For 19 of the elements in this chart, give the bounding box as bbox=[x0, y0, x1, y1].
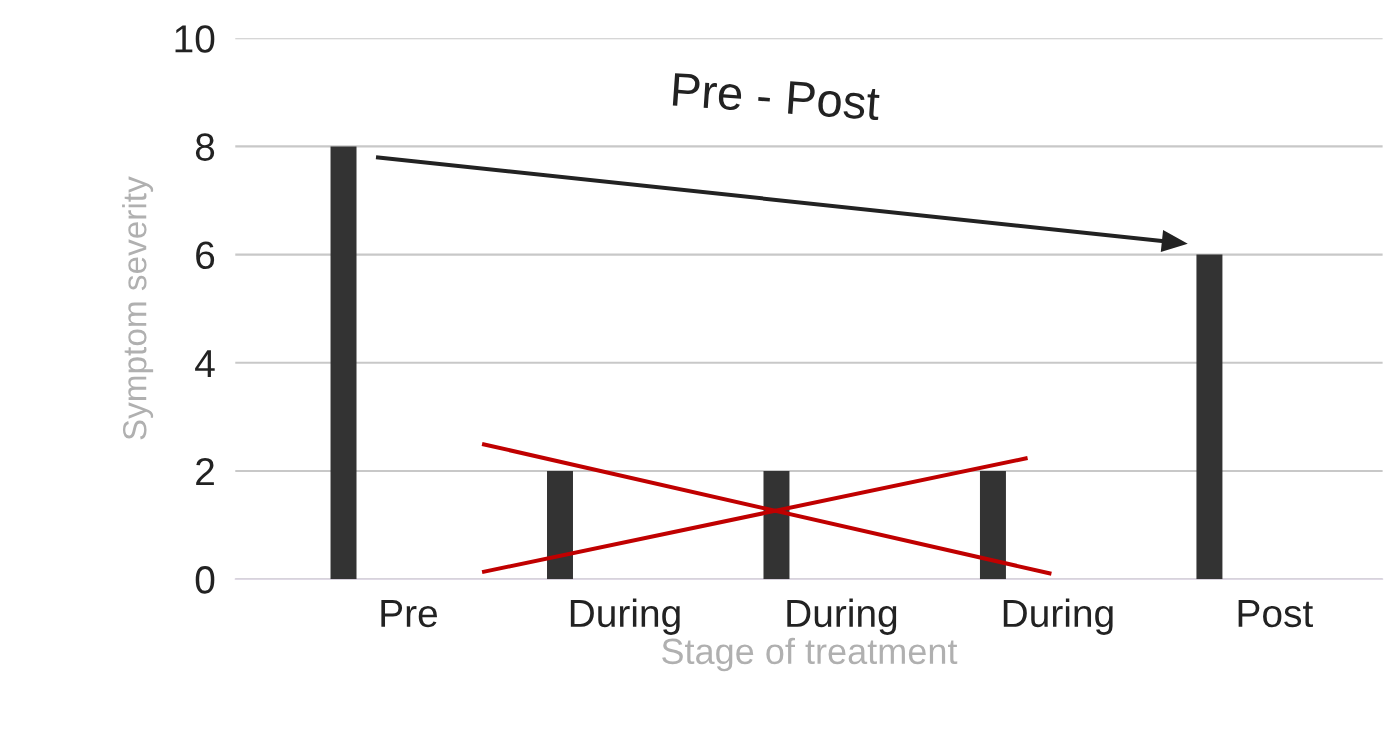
y-tick-label: 6 bbox=[196, 241, 215, 270]
x-axis-title: Stage of treatment bbox=[662, 637, 958, 672]
bar bbox=[763, 470, 790, 580]
annotation: Pre - Post bbox=[672, 73, 881, 121]
bar bbox=[979, 470, 1006, 580]
x-tick-label: During bbox=[1003, 598, 1113, 635]
y-tick-label: 2 bbox=[196, 457, 214, 486]
x-tick-label: During bbox=[570, 598, 680, 635]
y-tick-label: 4 bbox=[195, 350, 215, 377]
x-tick-label: Pre bbox=[381, 600, 437, 628]
x-tick-label: During bbox=[787, 598, 897, 635]
bar bbox=[547, 470, 573, 580]
y-tick-label: 0 bbox=[195, 566, 215, 594]
bar bbox=[1196, 254, 1223, 580]
y-axis-title: Symptom severity bbox=[122, 176, 154, 440]
x-tick-label: Post bbox=[1238, 600, 1313, 628]
y-tick-label: 10 bbox=[175, 25, 215, 53]
y-tick-label: 8 bbox=[195, 133, 215, 161]
bar bbox=[330, 146, 357, 580]
